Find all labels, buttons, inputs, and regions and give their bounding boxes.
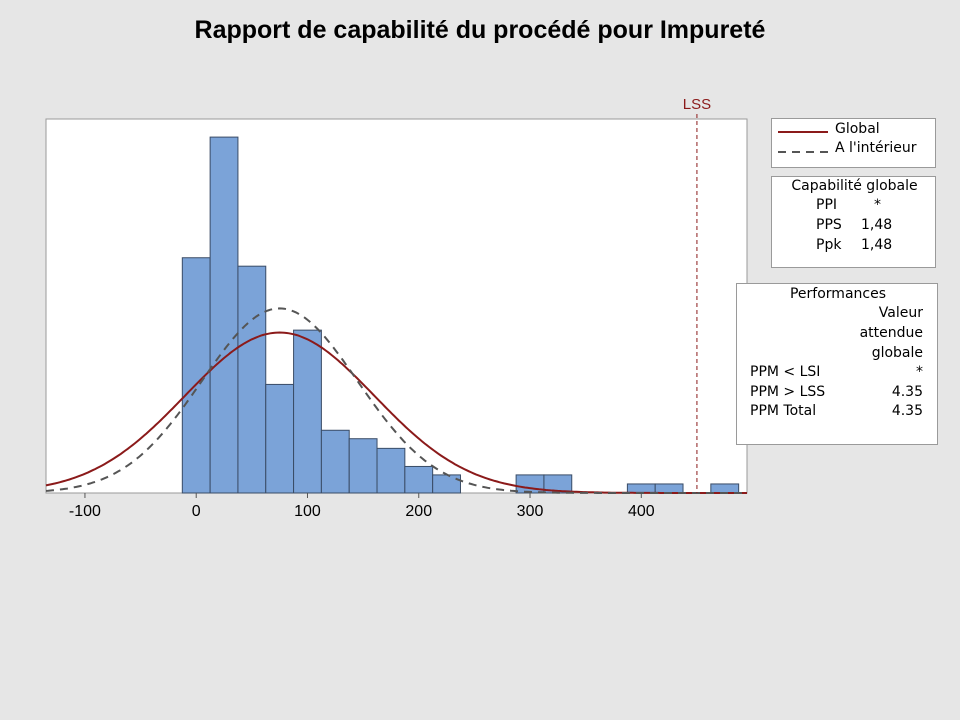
- legend-within-label: A l'intérieur: [835, 140, 917, 156]
- capability-box: Capabilité globale PPI * PPS 1,48 Ppk 1,…: [771, 176, 936, 268]
- x-tick-label: 200: [405, 503, 432, 520]
- performance-lss-value: 4.35: [891, 384, 923, 400]
- lss-group: LSS: [683, 96, 711, 493]
- capability-ppi-label: PPI: [816, 197, 838, 213]
- distribution-curves: [45, 307, 747, 494]
- capability-pps-label: PPS: [816, 217, 842, 233]
- plot-area: [45, 118, 748, 494]
- chart-title: Rapport de capabilité du procédé pour Im…: [195, 16, 766, 44]
- performance-box: Performances Valeur attendue globale PPM…: [736, 283, 938, 445]
- histogram-bar: [209, 136, 239, 494]
- x-axis: -100 0 100 200 300 400: [69, 493, 655, 520]
- performance-total-label: PPM Total: [750, 403, 817, 419]
- performance-col-header-2: attendue: [859, 325, 923, 341]
- x-tick-label: 100: [294, 503, 321, 520]
- capability-ppk-value: 1,48: [861, 237, 893, 253]
- histogram-bar: [237, 265, 267, 494]
- performance-col-header-1: Valeur: [878, 305, 923, 321]
- capability-ppk-label: Ppk: [816, 237, 842, 253]
- histogram-bar: [348, 438, 378, 494]
- histogram-bar: [320, 429, 350, 494]
- histogram-bar: [710, 483, 740, 494]
- histogram-bar: [404, 465, 434, 494]
- histogram-bar: [293, 329, 322, 494]
- histogram-bar: [432, 474, 461, 494]
- x-tick-label: -100: [69, 503, 101, 520]
- lss-label: LSS: [683, 96, 711, 113]
- performance-lsi-value: *: [916, 364, 923, 380]
- global-curve: [45, 331, 747, 494]
- performance-col-header-3: globale: [871, 345, 923, 361]
- histogram-bars: [181, 136, 740, 494]
- legend-swatches: [778, 131, 828, 153]
- performance-total-value: 4.35: [891, 403, 923, 419]
- histogram-bar: [376, 447, 406, 494]
- legend-global-label: Global: [835, 121, 880, 137]
- capability-ppi-value: *: [874, 197, 881, 213]
- capability-pps-value: 1,48: [861, 217, 893, 233]
- x-tick-label: 400: [628, 503, 655, 520]
- legend: Global A l'intérieur: [771, 118, 936, 168]
- x-tick-label: 0: [192, 503, 201, 520]
- performance-title: Performances: [789, 286, 886, 302]
- x-tick-label: 300: [517, 503, 544, 520]
- histogram-bar: [654, 483, 684, 494]
- capability-title: Capabilité globale: [791, 178, 918, 194]
- histogram-bar: [265, 383, 295, 494]
- histogram-bar: [626, 483, 656, 494]
- performance-lss-label: PPM > LSS: [750, 384, 826, 400]
- performance-lsi-label: PPM < LSI: [750, 364, 821, 380]
